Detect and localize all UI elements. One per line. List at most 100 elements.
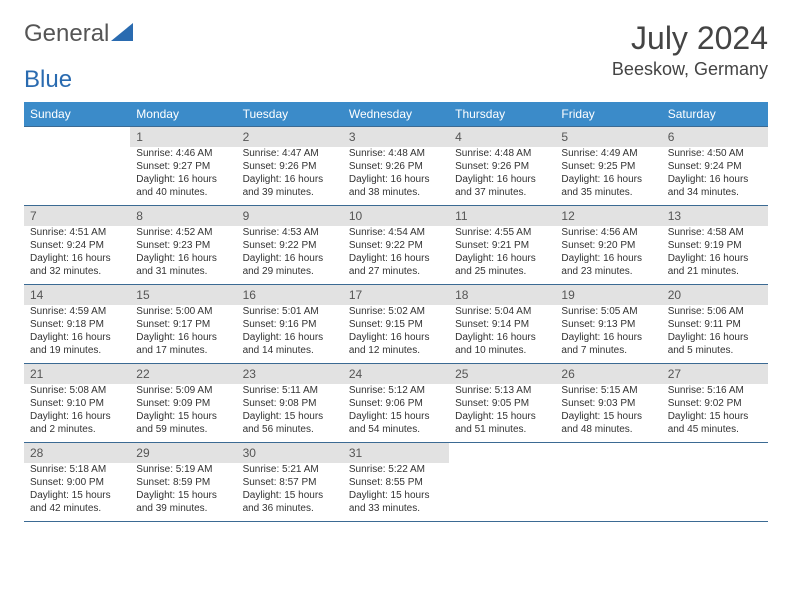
day-number: 16 (237, 285, 343, 306)
day-number: 30 (237, 443, 343, 464)
sunrise-text: Sunrise: 5:09 AM (136, 384, 230, 397)
day-number: 31 (343, 443, 449, 464)
day-cell (24, 147, 130, 206)
sunset-text: Sunset: 9:09 PM (136, 397, 230, 410)
day-number: 10 (343, 206, 449, 227)
weekday-header-row: Sunday Monday Tuesday Wednesday Thursday… (24, 102, 768, 127)
day-content-row: Sunrise: 4:46 AMSunset: 9:27 PMDaylight:… (24, 147, 768, 206)
day-cell (662, 463, 768, 522)
sunrise-text: Sunrise: 4:51 AM (30, 226, 124, 239)
day-number: 15 (130, 285, 236, 306)
day-number: 1 (130, 127, 236, 148)
day-number: 6 (662, 127, 768, 148)
daylight-text: Daylight: 16 hours and 39 minutes. (243, 173, 337, 199)
sunset-text: Sunset: 9:27 PM (136, 160, 230, 173)
weekday-header: Tuesday (237, 102, 343, 127)
daylight-text: Daylight: 16 hours and 7 minutes. (561, 331, 655, 357)
day-number: 23 (237, 364, 343, 385)
daylight-text: Daylight: 16 hours and 40 minutes. (136, 173, 230, 199)
day-cell: Sunrise: 5:19 AMSunset: 8:59 PMDaylight:… (130, 463, 236, 522)
day-cell: Sunrise: 4:49 AMSunset: 9:25 PMDaylight:… (555, 147, 661, 206)
sunset-text: Sunset: 9:06 PM (349, 397, 443, 410)
day-content-row: Sunrise: 4:51 AMSunset: 9:24 PMDaylight:… (24, 226, 768, 285)
daylight-text: Daylight: 16 hours and 34 minutes. (668, 173, 762, 199)
logo-text1: General (24, 20, 109, 48)
day-number-row: 28293031 (24, 443, 768, 464)
daylight-text: Daylight: 16 hours and 21 minutes. (668, 252, 762, 278)
day-number: 9 (237, 206, 343, 227)
sunrise-text: Sunrise: 4:47 AM (243, 147, 337, 160)
sunset-text: Sunset: 9:26 PM (243, 160, 337, 173)
daylight-text: Daylight: 16 hours and 29 minutes. (243, 252, 337, 278)
day-cell: Sunrise: 5:18 AMSunset: 9:00 PMDaylight:… (24, 463, 130, 522)
sunrise-text: Sunrise: 5:04 AM (455, 305, 549, 318)
day-cell: Sunrise: 5:05 AMSunset: 9:13 PMDaylight:… (555, 305, 661, 364)
daylight-text: Daylight: 16 hours and 37 minutes. (455, 173, 549, 199)
day-cell: Sunrise: 4:47 AMSunset: 9:26 PMDaylight:… (237, 147, 343, 206)
sunset-text: Sunset: 9:20 PM (561, 239, 655, 252)
day-number: 4 (449, 127, 555, 148)
sunset-text: Sunset: 9:23 PM (136, 239, 230, 252)
daylight-text: Daylight: 16 hours and 25 minutes. (455, 252, 549, 278)
daylight-text: Daylight: 15 hours and 36 minutes. (243, 489, 337, 515)
daylight-text: Daylight: 16 hours and 19 minutes. (30, 331, 124, 357)
day-number: 14 (24, 285, 130, 306)
daylight-text: Daylight: 15 hours and 45 minutes. (668, 410, 762, 436)
daylight-text: Daylight: 16 hours and 32 minutes. (30, 252, 124, 278)
day-cell: Sunrise: 4:58 AMSunset: 9:19 PMDaylight:… (662, 226, 768, 285)
daylight-text: Daylight: 16 hours and 35 minutes. (561, 173, 655, 199)
day-number-row: 14151617181920 (24, 285, 768, 306)
daylight-text: Daylight: 16 hours and 2 minutes. (30, 410, 124, 436)
day-cell: Sunrise: 4:53 AMSunset: 9:22 PMDaylight:… (237, 226, 343, 285)
day-cell: Sunrise: 4:48 AMSunset: 9:26 PMDaylight:… (449, 147, 555, 206)
day-number: 28 (24, 443, 130, 464)
sunrise-text: Sunrise: 4:52 AM (136, 226, 230, 239)
daylight-text: Daylight: 15 hours and 39 minutes. (136, 489, 230, 515)
day-number (24, 127, 130, 148)
sunset-text: Sunset: 9:19 PM (668, 239, 762, 252)
day-cell: Sunrise: 4:59 AMSunset: 9:18 PMDaylight:… (24, 305, 130, 364)
sunset-text: Sunset: 8:57 PM (243, 476, 337, 489)
day-number: 26 (555, 364, 661, 385)
day-number (555, 443, 661, 464)
weekday-header: Monday (130, 102, 236, 127)
sunrise-text: Sunrise: 5:18 AM (30, 463, 124, 476)
day-number: 25 (449, 364, 555, 385)
weekday-header: Saturday (662, 102, 768, 127)
day-cell: Sunrise: 5:21 AMSunset: 8:57 PMDaylight:… (237, 463, 343, 522)
sunrise-text: Sunrise: 5:13 AM (455, 384, 549, 397)
sunrise-text: Sunrise: 5:12 AM (349, 384, 443, 397)
day-cell: Sunrise: 5:06 AMSunset: 9:11 PMDaylight:… (662, 305, 768, 364)
sunrise-text: Sunrise: 4:59 AM (30, 305, 124, 318)
daylight-text: Daylight: 15 hours and 56 minutes. (243, 410, 337, 436)
daylight-text: Daylight: 15 hours and 33 minutes. (349, 489, 443, 515)
day-number: 17 (343, 285, 449, 306)
sunset-text: Sunset: 9:11 PM (668, 318, 762, 331)
sunset-text: Sunset: 9:14 PM (455, 318, 549, 331)
day-cell: Sunrise: 5:01 AMSunset: 9:16 PMDaylight:… (237, 305, 343, 364)
day-cell: Sunrise: 4:51 AMSunset: 9:24 PMDaylight:… (24, 226, 130, 285)
day-number: 27 (662, 364, 768, 385)
sunrise-text: Sunrise: 5:19 AM (136, 463, 230, 476)
day-cell: Sunrise: 5:16 AMSunset: 9:02 PMDaylight:… (662, 384, 768, 443)
sunrise-text: Sunrise: 4:46 AM (136, 147, 230, 160)
sunset-text: Sunset: 9:25 PM (561, 160, 655, 173)
day-content-row: Sunrise: 5:08 AMSunset: 9:10 PMDaylight:… (24, 384, 768, 443)
day-cell: Sunrise: 5:02 AMSunset: 9:15 PMDaylight:… (343, 305, 449, 364)
day-number: 22 (130, 364, 236, 385)
day-cell: Sunrise: 5:00 AMSunset: 9:17 PMDaylight:… (130, 305, 236, 364)
sunrise-text: Sunrise: 4:50 AM (668, 147, 762, 160)
weekday-header: Friday (555, 102, 661, 127)
day-cell: Sunrise: 4:52 AMSunset: 9:23 PMDaylight:… (130, 226, 236, 285)
daylight-text: Daylight: 16 hours and 10 minutes. (455, 331, 549, 357)
day-number: 29 (130, 443, 236, 464)
daylight-text: Daylight: 15 hours and 42 minutes. (30, 489, 124, 515)
sunrise-text: Sunrise: 5:16 AM (668, 384, 762, 397)
sunset-text: Sunset: 9:16 PM (243, 318, 337, 331)
sunset-text: Sunset: 9:00 PM (30, 476, 124, 489)
sunset-text: Sunset: 9:02 PM (668, 397, 762, 410)
sunrise-text: Sunrise: 5:01 AM (243, 305, 337, 318)
sunrise-text: Sunrise: 4:56 AM (561, 226, 655, 239)
sunset-text: Sunset: 9:10 PM (30, 397, 124, 410)
day-cell: Sunrise: 4:54 AMSunset: 9:22 PMDaylight:… (343, 226, 449, 285)
